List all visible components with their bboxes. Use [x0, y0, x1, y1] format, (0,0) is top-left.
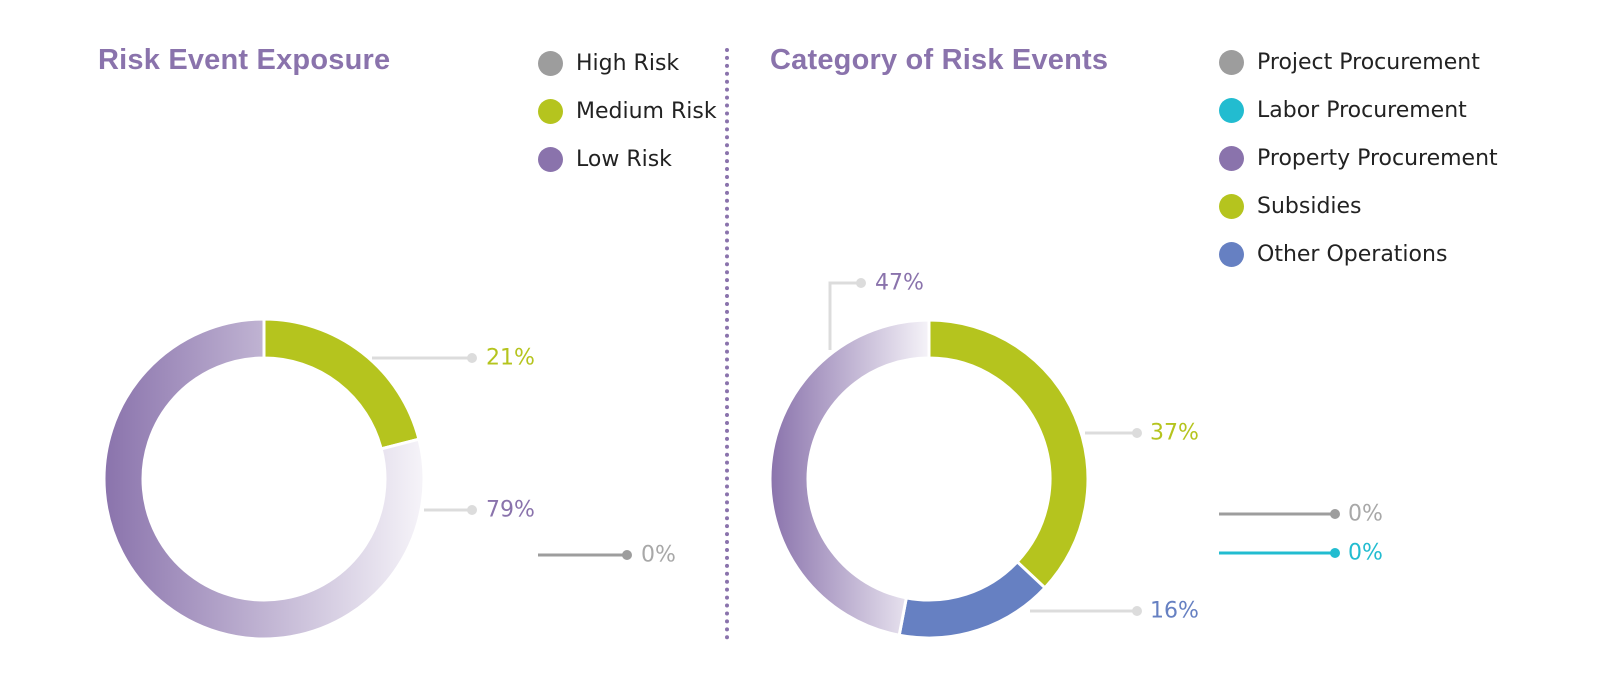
data-label-property-procurement: 47%: [875, 271, 924, 296]
legend-label: Property Procurement: [1257, 145, 1498, 171]
data-label-subsidies: 37%: [1150, 421, 1199, 446]
data-label-project-procurement: 0%: [1348, 502, 1383, 527]
legend-item-subsidies[interactable]: Subsidies: [1219, 182, 1498, 230]
data-label-high-risk: 0%: [641, 543, 676, 568]
legend-label: Labor Procurement: [1257, 97, 1467, 123]
legend-dot-icon: [1219, 49, 1244, 75]
leader-dot-icon: [467, 505, 477, 515]
legend-item-labor-procurement[interactable]: Labor Procurement: [1219, 86, 1498, 134]
leader-dot-icon: [856, 278, 866, 288]
leader-dot-icon: [622, 550, 632, 560]
legend-dot-icon: [1219, 193, 1244, 219]
legend-label: Low Risk: [576, 146, 672, 172]
leader-dot-icon: [1132, 428, 1142, 438]
legend-dot-icon: [1219, 145, 1244, 171]
donut-slice-medium-risk[interactable]: [262, 317, 421, 451]
legend-label: Subsidies: [1257, 193, 1362, 219]
leader-dot-icon: [1330, 509, 1340, 519]
legend-label: High Risk: [576, 50, 680, 76]
leader-dot-icon: [467, 353, 477, 363]
legend-label: Other Operations: [1257, 241, 1448, 267]
legend-item-property-procurement[interactable]: Property Procurement: [1219, 134, 1498, 182]
data-label-labor-procurement: 0%: [1348, 541, 1383, 566]
legend-item-project-procurement[interactable]: Project Procurement: [1219, 38, 1498, 86]
data-label-medium-risk: 21%: [486, 346, 535, 371]
legend-dot-icon: [1219, 97, 1244, 123]
legend-item-other-operations[interactable]: Other Operations: [1219, 230, 1498, 278]
data-label-other-operations: 16%: [1150, 599, 1199, 624]
donut-risk-category: 47% 37% 16% 0% 0%: [768, 271, 1383, 640]
donut-slice-other-operations[interactable]: [897, 559, 1048, 640]
leader-dot-icon: [1132, 606, 1142, 616]
legend-label: Project Procurement: [1257, 49, 1480, 75]
donut-slice-subsidies[interactable]: [927, 318, 1090, 590]
legend-item-high-risk[interactable]: High Risk: [538, 39, 717, 87]
donut-slice-property-procurement[interactable]: [768, 318, 931, 637]
legend-dot-icon: [538, 98, 563, 124]
donut-slice-low-risk[interactable]: [102, 317, 426, 641]
legend-risk-category: Project Procurement Labor Procurement Pr…: [1219, 38, 1498, 278]
legend-item-medium-risk[interactable]: Medium Risk: [538, 87, 717, 135]
legend-dot-icon: [538, 50, 563, 76]
panel-divider: [725, 48, 729, 640]
legend-item-low-risk[interactable]: Low Risk: [538, 135, 717, 183]
legend-risk-exposure: High Risk Medium Risk Low Risk: [538, 39, 717, 183]
leader-line-property-procurement: [828, 281, 861, 350]
legend-dot-icon: [1219, 241, 1244, 267]
data-label-low-risk: 79%: [486, 498, 535, 523]
legend-dot-icon: [538, 146, 563, 172]
donut-risk-exposure: 21% 79% 0%: [102, 317, 676, 641]
chart-title-risk-exposure: Risk Event Exposure: [98, 44, 391, 76]
chart-title-risk-category: Category of Risk Events: [770, 44, 1109, 76]
legend-label: Medium Risk: [576, 98, 717, 124]
leader-dot-icon: [1330, 548, 1340, 558]
